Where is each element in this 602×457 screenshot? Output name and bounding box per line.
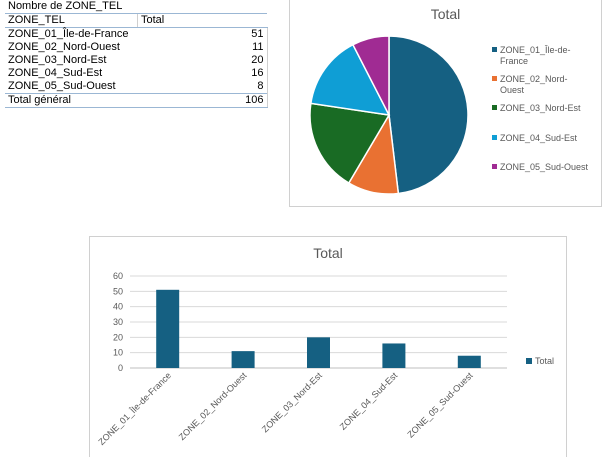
pivot-col-value-label: Total bbox=[137, 13, 267, 28]
legend-label: ZONE_03_Nord-Est bbox=[500, 103, 581, 113]
pivot-row-value[interactable]: 8 bbox=[137, 80, 268, 94]
bar-chart-title: Total bbox=[313, 245, 343, 261]
table-row: ZONE_02_Nord-Ouest 11 bbox=[5, 41, 268, 54]
bar[interactable] bbox=[231, 351, 255, 368]
table-row: ZONE_04_Sud-Est 16 bbox=[5, 67, 268, 80]
pivot-row-value[interactable]: 16 bbox=[137, 67, 268, 80]
pie-chart-title: Total bbox=[430, 6, 461, 22]
pivot-total-label[interactable]: Total général bbox=[5, 93, 138, 108]
legend-swatch bbox=[492, 135, 497, 140]
y-tick-label: 10 bbox=[113, 348, 123, 358]
pivot-row-value[interactable]: 20 bbox=[137, 54, 268, 67]
legend-swatch bbox=[492, 164, 497, 169]
legend-swatch bbox=[492, 47, 497, 52]
pie-slice[interactable] bbox=[309, 102, 391, 185]
bar[interactable] bbox=[156, 289, 180, 368]
table-row: ZONE_03_Nord-Est 20 bbox=[5, 54, 268, 67]
table-row: ZONE_05_Sud-Ouest 8 bbox=[5, 80, 268, 94]
pie-slice[interactable] bbox=[388, 35, 469, 195]
pivot-col-row-label[interactable]: ZONE_TEL bbox=[5, 13, 138, 28]
y-tick-label: 40 bbox=[113, 302, 123, 312]
y-tick-label: 20 bbox=[113, 332, 123, 342]
pivot-row-label[interactable]: ZONE_03_Nord-Est bbox=[8, 54, 107, 66]
x-tick-label: ZONE_05_Sud-Ouest bbox=[405, 370, 475, 440]
legend-label: ZONE_02_Nord- bbox=[500, 74, 568, 84]
legend-label: ZONE_01_Île-de- bbox=[500, 45, 571, 55]
legend-label: ZONE_05_Sud-Ouest bbox=[500, 162, 589, 172]
legend-swatch bbox=[492, 105, 497, 110]
pivot-table: Nombre de ZONE_TEL ZONE_TEL Total ZONE_0… bbox=[5, 0, 268, 108]
pivot-header-empty bbox=[137, 0, 267, 14]
pie-chart-canvas: ZONE_01_Île-de-France ZONE_02_Nord-Ouest Z… bbox=[309, 35, 589, 195]
pivot-header-label: Nombre de ZONE_TEL bbox=[5, 0, 138, 14]
legend-label: Total bbox=[535, 356, 554, 366]
y-tick-label: 50 bbox=[113, 286, 123, 296]
pivot-row-label[interactable]: ZONE_02_Nord-Ouest bbox=[8, 41, 120, 53]
y-tick-label: 60 bbox=[113, 271, 123, 281]
pivot-row-label[interactable]: ZONE_01_Île-de-France bbox=[8, 28, 129, 40]
pie-chart[interactable]: Total ZONE_01_Île-de- France ZONE_02_Nord-… bbox=[289, 0, 602, 207]
pivot-row-label[interactable]: ZONE_05_Sud-Ouest bbox=[8, 80, 116, 92]
bar[interactable] bbox=[457, 355, 481, 368]
x-tick-label: ZONE_04_Sud-Est bbox=[338, 370, 400, 432]
legend-label: France bbox=[500, 56, 528, 66]
pivot-row-value[interactable]: 11 bbox=[137, 41, 268, 54]
pivot-row-label[interactable]: ZONE_04_Sud-Est bbox=[8, 67, 103, 79]
table-row: ZONE_01_Île-de-France 51 bbox=[5, 27, 268, 41]
bar[interactable] bbox=[382, 343, 406, 368]
pie-slice[interactable] bbox=[310, 43, 391, 116]
x-tick-label: ZONE_01_Île-de-France bbox=[96, 370, 173, 447]
bar-chart[interactable]: Total 0 10 20 30 40 50 60 ZONE_01_Île-de-France… bbox=[89, 236, 567, 457]
x-tick-label: ZONE_03_Nord-Est bbox=[260, 370, 324, 434]
y-tick-label: 30 bbox=[113, 317, 123, 327]
bar[interactable] bbox=[307, 337, 330, 368]
pivot-row-value[interactable]: 51 bbox=[137, 27, 268, 41]
legend-label: Ouest bbox=[500, 85, 525, 95]
legend-swatch bbox=[526, 358, 532, 364]
pie-slice[interactable] bbox=[351, 35, 390, 116]
x-tick-label: ZONE_02_Nord-Ouest bbox=[177, 370, 249, 442]
legend-label: ZONE_04_Sud-Est bbox=[500, 133, 578, 143]
y-tick-label: 0 bbox=[118, 363, 123, 373]
legend-swatch bbox=[492, 76, 497, 81]
pivot-total-value[interactable]: 106 bbox=[137, 93, 268, 108]
